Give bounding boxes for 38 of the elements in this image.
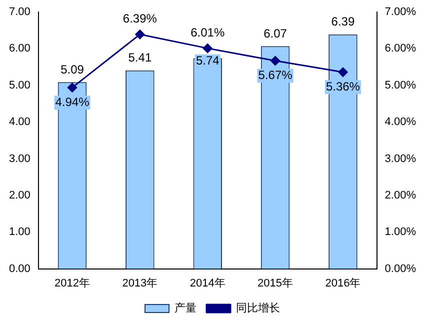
y2-tick-label: 4.00% xyxy=(384,116,416,128)
y2-tick-label: 2.00% xyxy=(384,189,416,202)
point xyxy=(135,30,145,40)
data-label: 5.67% xyxy=(258,68,293,82)
y2-tick-label: 7.00% xyxy=(384,6,416,18)
y-tick-label: 4.00 xyxy=(8,116,30,128)
y2-tick-label: 3.00% xyxy=(384,152,416,165)
y-tick-label: 6.00 xyxy=(8,42,30,55)
x-tick-label: 2012年 xyxy=(54,277,90,290)
legend-label: 同比增长 xyxy=(236,302,280,315)
x-tick-label: 2014年 xyxy=(190,277,226,290)
x-tick-label: 2013年 xyxy=(122,277,158,290)
y-tick-label: 5.00 xyxy=(8,79,30,92)
y2-tick-label: 0.00% xyxy=(384,262,416,275)
y-tick-label: 2.00 xyxy=(8,189,30,202)
data-label: 5.41 xyxy=(128,50,152,65)
data-label: 6.07 xyxy=(264,26,288,40)
point xyxy=(202,44,212,54)
x-tick-label: 2016年 xyxy=(325,277,361,290)
y-tick-label: 3.00 xyxy=(8,152,30,165)
x-tick-label: 2015年 xyxy=(258,277,294,290)
y-tick-label: 0.00 xyxy=(8,262,30,275)
y-tick-label: 1.00 xyxy=(8,226,30,238)
data-label: 6.39 xyxy=(331,14,355,29)
y-tick-label: 7.00 xyxy=(8,6,30,18)
y2-tick-label: 5.00% xyxy=(384,79,416,92)
y2-tick-label: 6.00% xyxy=(384,42,416,55)
y2-tick-label: 1.00% xyxy=(384,226,416,238)
data-label: 6.01% xyxy=(190,26,225,40)
data-label: 4.94% xyxy=(55,94,90,109)
data-label: 5.09 xyxy=(60,62,84,76)
data-label: 6.39% xyxy=(122,12,158,26)
legend-label: 产量 xyxy=(174,302,196,315)
point xyxy=(338,67,348,77)
point xyxy=(270,56,280,66)
data-label: 5.36% xyxy=(326,79,360,94)
point xyxy=(68,82,77,92)
data-label: 5.74 xyxy=(196,54,220,68)
